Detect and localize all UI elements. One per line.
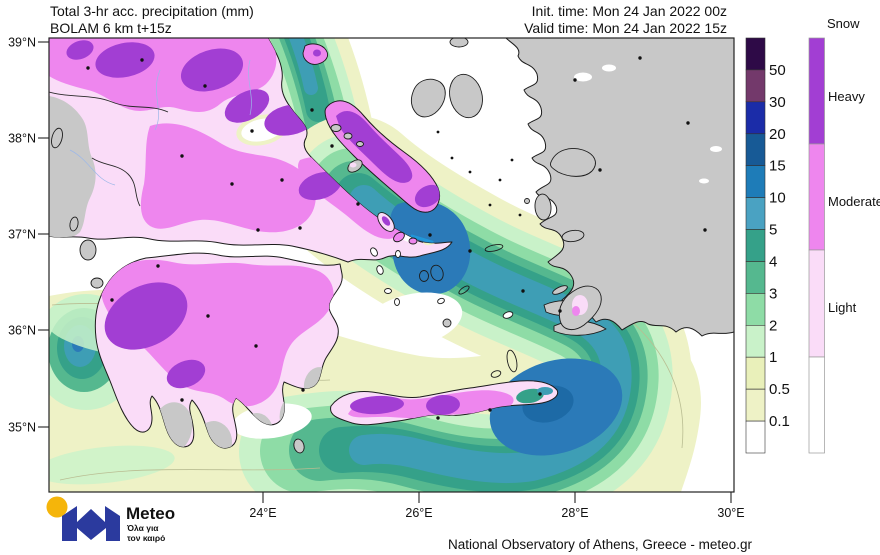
crete-island — [330, 380, 559, 426]
logo-tagline-line1: Όλα για — [126, 523, 159, 533]
latitude-axis — [38, 41, 49, 428]
svg-text:1: 1 — [769, 349, 777, 366]
valid-time-label: Valid time: Mon 24 Jan 2022 15z — [524, 20, 727, 36]
init-time-label: Init. time: Mon 24 Jan 2022 00z — [532, 3, 727, 19]
logo-brand-text: Meteo — [126, 504, 175, 523]
lat-label-35n: 35°N — [8, 421, 36, 435]
svg-text:Moderate: Moderate — [828, 194, 880, 209]
logo-sun-icon — [46, 496, 68, 518]
svg-text:20: 20 — [769, 126, 786, 143]
city-dots — [86, 56, 707, 420]
svg-text:0.5: 0.5 — [769, 381, 790, 398]
island-group — [51, 38, 602, 454]
precip-colorbar-labels: 50 30 20 15 10 5 4 3 2 1 0.5 0.1 — [769, 62, 790, 430]
lat-label-37n: 37°N — [8, 228, 36, 242]
lon-label-30e: 30°E — [717, 506, 744, 520]
snow-colorbar — [808, 37, 825, 454]
meteo-logo: Meteo Όλα για τον καιρό — [46, 496, 175, 543]
svg-text:5: 5 — [769, 222, 777, 239]
svg-text:2: 2 — [769, 317, 777, 334]
lat-label-36n: 36°N — [8, 324, 36, 338]
map-canvas — [49, 38, 734, 492]
lon-label-26e: 26°E — [405, 506, 432, 520]
svg-text:0.1: 0.1 — [769, 413, 790, 430]
evia-snow-overlays — [336, 110, 440, 208]
map-title: Total 3-hr acc. precipitation (mm) — [50, 3, 254, 19]
svg-text:3: 3 — [769, 285, 777, 302]
svg-text:50: 50 — [769, 62, 786, 79]
lon-label-24e: 24°E — [249, 506, 276, 520]
logo-tagline-line2: τον καιρό — [127, 533, 165, 543]
svg-text:4: 4 — [769, 254, 777, 271]
model-subtitle: BOLAM 6 km t+15z — [50, 20, 172, 36]
svg-text:Light: Light — [828, 300, 857, 315]
lat-label-39n: 39°N — [8, 36, 36, 50]
logo-m-icon — [62, 506, 120, 541]
snow-legend-title: Snow — [827, 16, 860, 31]
svg-text:15: 15 — [769, 158, 786, 175]
crete-snow-overlays — [348, 387, 553, 425]
longitude-axis — [262, 492, 732, 503]
attribution-text: National Observatory of Athens, Greece -… — [448, 537, 752, 552]
snow-colorbar-labels: Heavy Moderate Light — [828, 89, 880, 315]
lon-label-28e: 28°E — [561, 506, 588, 520]
precip-colorbar — [745, 37, 766, 454]
svg-text:Heavy: Heavy — [828, 89, 865, 104]
evia-island — [324, 100, 441, 213]
map-frame — [48, 37, 735, 493]
turkey-lakes — [574, 64, 722, 184]
lat-label-38n: 38°N — [8, 132, 36, 146]
svg-text:30: 30 — [769, 94, 786, 111]
svg-text:10: 10 — [769, 190, 786, 207]
